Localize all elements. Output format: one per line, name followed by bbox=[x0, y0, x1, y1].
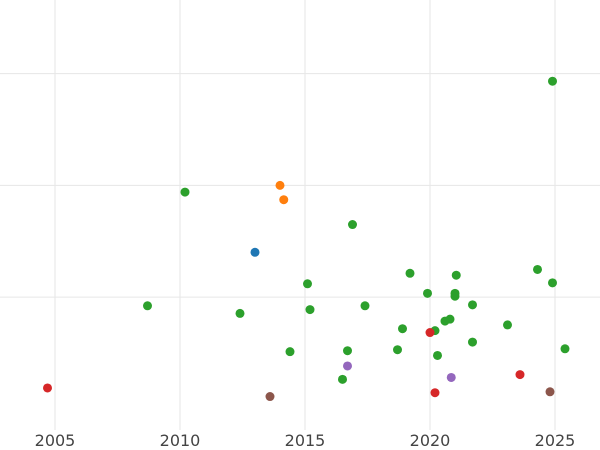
data-point-s4-1 bbox=[446, 372, 456, 382]
data-point-s2-19 bbox=[450, 288, 460, 298]
data-point-s1-0 bbox=[275, 180, 285, 190]
data-point-s2-12 bbox=[405, 268, 415, 278]
data-point-s3-1 bbox=[425, 328, 435, 338]
data-point-s0-0 bbox=[250, 247, 260, 257]
x-tick-label-2010: 2010 bbox=[160, 431, 201, 450]
data-point-s2-13 bbox=[423, 288, 432, 298]
data-point-s5-0 bbox=[265, 392, 275, 402]
data-point-s2-6 bbox=[338, 374, 347, 384]
data-point-s2-20 bbox=[451, 270, 461, 280]
data-point-s2-4 bbox=[303, 279, 312, 289]
data-point-s2-24 bbox=[533, 264, 542, 274]
x-axis-ticks: 2005 2010 2015 2020 2025 bbox=[35, 431, 576, 450]
data-point-s3-0 bbox=[43, 383, 52, 393]
data-point-s2-0 bbox=[143, 301, 152, 311]
data-point-s3-3 bbox=[515, 370, 525, 380]
x-tick-label-2020: 2020 bbox=[410, 431, 451, 450]
data-point-s2-17 bbox=[445, 314, 455, 324]
data-point-s5-1 bbox=[545, 387, 555, 397]
data-point-s4-0 bbox=[343, 361, 352, 371]
data-point-s2-8 bbox=[348, 220, 357, 230]
grid bbox=[0, 0, 600, 430]
x-tick-label-2015: 2015 bbox=[285, 431, 326, 450]
x-tick-label-2025: 2025 bbox=[535, 431, 576, 450]
data-point-s2-11 bbox=[398, 324, 407, 334]
x-tick-label-2005: 2005 bbox=[35, 431, 76, 450]
data-point-s2-25 bbox=[548, 76, 557, 86]
data-point-s2-23 bbox=[503, 320, 512, 330]
data-points bbox=[43, 76, 570, 402]
data-point-s3-2 bbox=[430, 388, 440, 398]
data-point-s2-27 bbox=[560, 344, 570, 354]
data-point-s2-3 bbox=[285, 347, 295, 357]
data-point-s2-2 bbox=[235, 308, 245, 318]
data-point-s2-9 bbox=[360, 301, 370, 311]
data-point-s1-1 bbox=[279, 195, 289, 205]
data-point-s2-7 bbox=[343, 346, 352, 356]
data-point-s2-21 bbox=[468, 300, 477, 310]
data-point-s2-15 bbox=[433, 350, 442, 360]
data-point-s2-26 bbox=[548, 278, 557, 288]
data-point-s2-10 bbox=[393, 345, 402, 355]
data-point-s2-5 bbox=[305, 305, 315, 315]
data-point-s2-1 bbox=[180, 187, 190, 197]
data-point-s2-22 bbox=[468, 337, 477, 347]
